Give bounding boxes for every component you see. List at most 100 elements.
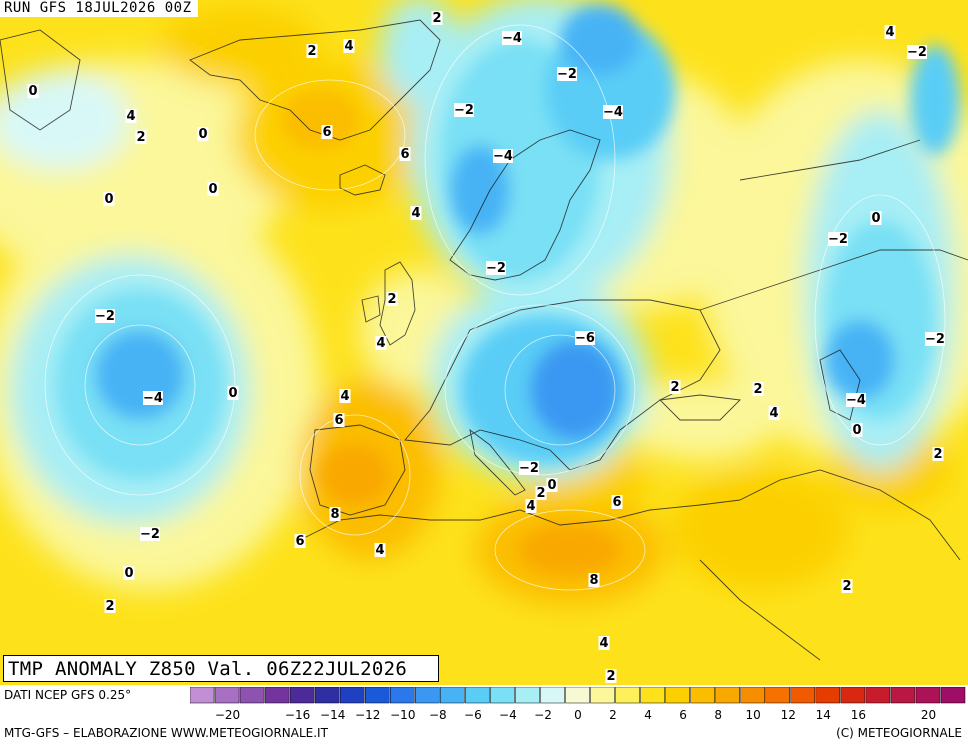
contour-label: −2 [925,332,945,347]
legend-tick-label: 14 [816,708,831,722]
contour-label: −4 [502,31,522,46]
legend-swatch [765,686,791,704]
contour-label: 0 [228,386,237,401]
legend-swatch [790,686,816,704]
legend-swatch [915,686,941,704]
contour-label-bg [306,44,318,58]
contour-label-bg [611,495,623,509]
legend-tick-label: −16 [285,708,310,722]
contour-label-bg [525,499,537,513]
contour-label: 4 [526,499,535,514]
contour-label-bg [104,599,116,613]
contour-label-bg [135,130,147,144]
credit-left: MTG-GFS – ELABORAZIONE WWW.METEOGIORNALE… [4,726,328,740]
contour-label-bg [519,461,539,475]
contour-label-bg [431,11,443,25]
run-label: RUN GFS 18JUL2026 00Z [0,0,198,17]
contour-label-bg [329,507,341,521]
legend-tick-label: −4 [499,708,517,722]
contour-label: 8 [589,573,598,588]
legend-swatch [715,686,740,704]
credit-right: (C) METEOGIORNALE [836,726,962,740]
legend-swatch [364,686,390,704]
contour-label: 2 [387,292,396,307]
legend-tick-label: 16 [851,708,866,722]
contour-label: 0 [28,84,37,99]
contour-label-bg [598,636,610,650]
contour-label-bg [752,382,764,396]
legend-swatch [665,686,690,704]
contour-label: 4 [344,39,353,54]
legend-tick-label: 10 [746,708,761,722]
legend-swatch [415,686,440,704]
contour-label: −2 [557,67,577,82]
legend-tick-label: 12 [781,708,796,722]
legend-tick-label: −14 [320,708,345,722]
contour-label: 2 [606,669,615,684]
contour-label: −4 [143,391,163,406]
contour-label: 2 [933,447,942,462]
contour-label: 8 [330,507,339,522]
contour-label-bg [546,478,558,492]
contour-label: 2 [432,11,441,26]
contour-label-bg [841,579,853,593]
legend-swatch [940,686,966,704]
contour-label: 4 [885,25,894,40]
contour-label-bg [339,389,351,403]
legend-swatch [865,686,891,704]
contour-label: 4 [769,406,778,421]
legend-swatch [540,686,565,704]
legend-swatch [189,686,215,704]
contour-label: 2 [670,380,679,395]
contour-label: −2 [140,527,160,542]
contour-label-bg [207,182,219,196]
contour-label-bg [502,31,522,45]
contour-label: 4 [599,636,608,651]
contour-label: 4 [375,543,384,558]
contour-label: 6 [322,125,331,140]
legend-swatch [490,686,515,704]
legend-swatch [239,686,265,704]
contour-label: 6 [295,534,304,549]
contour-label: −2 [486,261,506,276]
contour-label: 0 [852,423,861,438]
contour-label-bg [486,261,506,275]
contour-label: 2 [307,44,316,59]
contour-label: 4 [411,206,420,221]
legend-tick-label: 0 [574,708,582,722]
contour-label: −4 [846,393,866,408]
legend-swatch [515,686,540,704]
contour-label-bg [828,232,848,246]
legend-swatch [890,686,916,704]
contour-label-bg [294,534,306,548]
contour-label-bg [907,45,927,59]
contour-label: 2 [753,382,762,397]
contour-label: 0 [547,478,556,493]
contour-label-bg [27,84,39,98]
legend-swatch [590,686,615,704]
contour-label-bg [535,486,547,500]
legend-tick-label: 6 [679,708,687,722]
contour-label: 0 [104,192,113,207]
legend-swatch [289,686,315,704]
legend-swatch [740,686,765,704]
legend-swatch [565,686,590,704]
contour-label: −4 [603,105,623,120]
contour-label: 0 [871,211,880,226]
contour-label-bg [454,103,474,117]
legend-swatch [840,686,866,704]
color-legend: −20 −16 −14 −12 −10 −8 −6 −4 −2 0 2 4 6 8 10 12 14 16 20 [189,686,966,723]
contour-label-bg [669,380,681,394]
contour-label: 0 [208,182,217,197]
contour-label-bg [197,127,209,141]
legend-tick-label: −20 [215,708,240,722]
contour-label-bg [125,109,137,123]
legend-tick-label: −12 [355,708,380,722]
contour-label: 4 [340,389,349,404]
legend-swatch [264,686,290,704]
contour-label-bg [846,393,866,407]
contour-label-bg [95,309,115,323]
legend-tick-label: −10 [390,708,415,722]
contour-label-bg [375,336,387,350]
